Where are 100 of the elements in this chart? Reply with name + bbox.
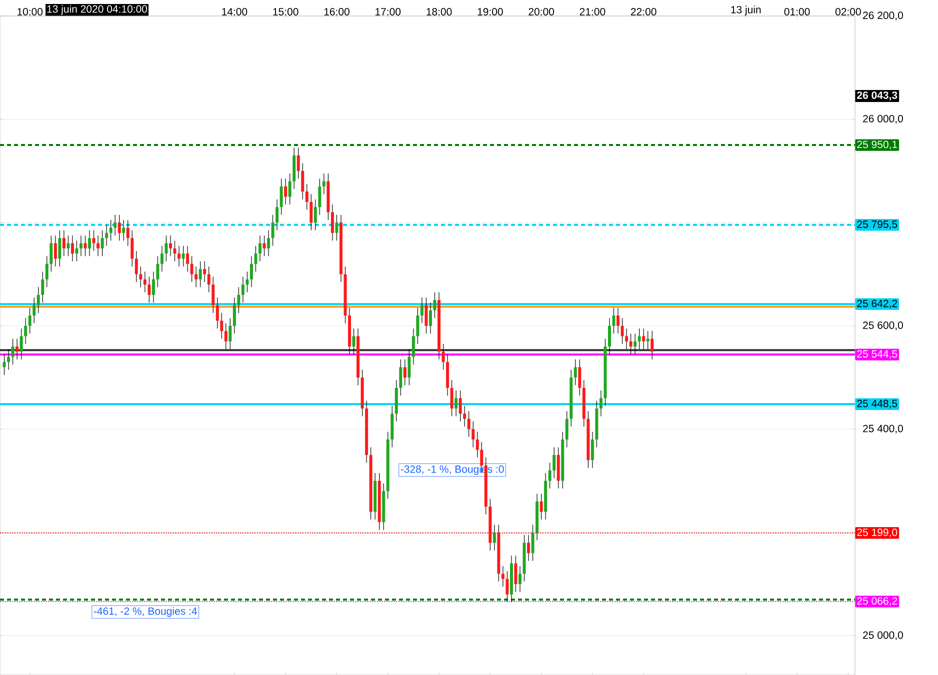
candlestick — [45, 256, 48, 288]
x-tick-label: 22:00 — [630, 8, 656, 16]
text: 26 043,3 — [857, 92, 898, 100]
candlestick — [416, 307, 420, 344]
candlestick — [11, 338, 14, 365]
candlestick — [305, 184, 308, 210]
candlestick — [540, 493, 543, 520]
candlestick — [7, 348, 10, 370]
candlestick — [198, 261, 202, 288]
y-tick-label: 25 400,0 — [863, 424, 903, 434]
candlestick — [280, 178, 283, 216]
candlestick — [616, 307, 620, 334]
candlestick — [514, 555, 518, 592]
candlestick — [2, 354, 6, 376]
candlestick — [70, 235, 74, 262]
candlestick — [472, 421, 475, 448]
candlestick — [322, 173, 326, 194]
candlestick — [75, 240, 78, 262]
candlestick — [24, 318, 28, 344]
candlestick — [310, 194, 313, 231]
candlestick — [130, 230, 134, 267]
candlestick — [178, 246, 181, 267]
x-tick-label: 19:00 — [478, 8, 503, 16]
candlestick — [258, 235, 262, 262]
candlestick — [620, 318, 624, 344]
x-tick-label: 13 juin — [731, 6, 761, 16]
candlestick — [629, 333, 632, 355]
candlestick — [467, 410, 470, 438]
x-tick-label: 18:00 — [426, 8, 452, 16]
candlestick — [36, 286, 40, 314]
candlestick — [88, 230, 92, 256]
candlestick — [527, 534, 530, 562]
y-tick-label: 25 000,0 — [863, 631, 903, 640]
candlestick — [403, 359, 406, 386]
candlestick — [190, 256, 194, 282]
candlestick — [612, 307, 616, 334]
candlestick — [399, 359, 402, 396]
candlestick — [50, 235, 53, 272]
candlestick — [114, 214, 117, 236]
candlestick — [428, 302, 432, 334]
ref-line-label: 25 642,2 — [857, 300, 898, 308]
candlestick — [352, 328, 356, 355]
candlestick — [463, 406, 466, 427]
candlestick — [548, 462, 552, 489]
candlestick — [109, 220, 112, 241]
candlestick — [169, 235, 172, 256]
ref-line-label: 25 544,5 — [857, 350, 898, 359]
candlestick — [578, 359, 582, 396]
candlestick — [54, 235, 57, 267]
candlestick — [207, 266, 210, 293]
candlestick — [143, 271, 146, 293]
candlestick — [250, 256, 253, 288]
candlestick — [262, 235, 266, 256]
candlestick — [454, 390, 458, 417]
candlestick — [58, 230, 62, 267]
candlestick — [599, 390, 602, 417]
candlestick — [32, 297, 36, 324]
ref-line-label: 25 066,2 — [857, 597, 898, 606]
x-tick-label: 14:00 — [222, 8, 248, 16]
candlestick — [590, 431, 594, 468]
candlestick — [335, 214, 338, 241]
ref-line-label: 25 795,5 — [857, 220, 898, 230]
candlestick — [246, 271, 249, 293]
candlestick — [152, 271, 155, 303]
candlestick — [492, 524, 496, 551]
x-tick-label: 17:00 — [376, 8, 401, 16]
candlestick — [531, 524, 534, 562]
candlestick — [450, 380, 454, 417]
candlestick — [224, 322, 228, 350]
candlestick — [228, 318, 232, 350]
candlestick — [608, 318, 611, 355]
candlestick — [156, 256, 160, 288]
x-tick-label: 01:00 — [784, 8, 810, 16]
candlestick — [139, 266, 142, 288]
candlestick — [442, 344, 445, 370]
candlestick — [186, 246, 190, 272]
candlestick — [518, 566, 522, 592]
candlestick — [408, 348, 411, 386]
candlestick — [16, 338, 19, 360]
candlestick — [122, 220, 126, 241]
text: 13 juin 2020 04:10:00 — [47, 5, 148, 15]
candlestick — [574, 359, 577, 386]
candlestick — [126, 220, 130, 246]
candlestick — [330, 204, 334, 241]
ref-line-label: 25 448,5 — [857, 400, 898, 408]
candlestick — [506, 570, 509, 602]
y-tick-label: 25 600,0 — [863, 322, 903, 330]
x-tick-label: 20:00 — [528, 8, 554, 16]
candlestick — [424, 297, 428, 334]
candlestick — [20, 328, 23, 360]
candlestick — [646, 330, 650, 350]
candlestick — [565, 410, 568, 448]
candlestick — [237, 286, 240, 314]
candlestick — [80, 235, 82, 256]
candlestick — [100, 230, 104, 256]
candlestick — [642, 328, 646, 350]
candlestick — [148, 276, 151, 303]
x-tick-label: 21:00 — [580, 8, 606, 16]
candlestick — [318, 178, 322, 216]
candlestick — [314, 199, 317, 231]
